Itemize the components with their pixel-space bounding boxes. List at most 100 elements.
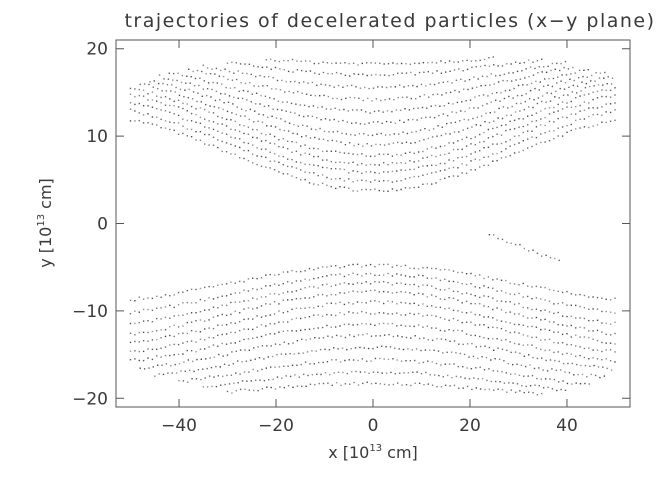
trajectory-point [448, 142, 450, 144]
trajectory-point [212, 337, 215, 339]
trajectory-point [509, 128, 511, 131]
trajectory-point [253, 389, 255, 392]
trajectory-point [173, 113, 175, 115]
trajectory-point [238, 90, 240, 93]
trajectory-point [425, 85, 427, 87]
trajectory-point [370, 335, 373, 337]
trajectory-point [531, 308, 533, 311]
trajectory-point [245, 110, 247, 112]
trajectory-point [387, 313, 389, 315]
trajectory-point [266, 85, 268, 87]
trajectory-point [583, 294, 586, 297]
trajectory-point [526, 84, 528, 86]
x-axis: −40 −20 0 20 40 [161, 40, 578, 436]
trajectory-point [527, 115, 529, 117]
trajectory-point [231, 351, 233, 353]
trajectory-point [208, 327, 210, 329]
trajectory-point [327, 382, 329, 384]
trajectory-point [295, 317, 298, 319]
trajectory-point [263, 380, 266, 382]
trajectory-point [207, 82, 210, 84]
trajectory-point [261, 368, 263, 371]
trajectory-point [352, 170, 354, 172]
trajectory-point [261, 66, 264, 69]
trajectory-point [343, 108, 345, 111]
trajectory-point [244, 63, 246, 65]
trajectory-point [369, 189, 372, 191]
trajectory-point [457, 61, 459, 63]
trajectory-point [555, 369, 557, 371]
trajectory-point [575, 294, 577, 296]
trajectory-point [433, 83, 436, 86]
trajectory-point [218, 75, 220, 77]
trajectory-point [182, 107, 184, 110]
trajectory-point [537, 72, 539, 74]
trajectory-point [272, 77, 274, 79]
trajectory-point [330, 185, 332, 188]
trajectory-point [447, 115, 449, 117]
trajectory-point [230, 374, 233, 376]
trajectory-point [349, 142, 351, 144]
trajectory-point [334, 107, 336, 109]
trajectory-point [247, 133, 250, 135]
trajectory-point [273, 153, 276, 155]
trajectory-point [164, 120, 167, 122]
trajectory-point [426, 305, 428, 307]
trajectory-point [276, 354, 278, 356]
trajectory-point [394, 373, 396, 375]
trajectory-point [417, 285, 420, 288]
trajectory-point [467, 119, 470, 121]
trajectory-point [548, 300, 551, 302]
trajectory-point [169, 98, 171, 100]
trajectory-point [215, 385, 218, 388]
trajectory-point [592, 349, 594, 351]
trajectory-point [474, 158, 476, 160]
trajectory-point [481, 104, 484, 107]
trajectory-point [269, 142, 271, 144]
trajectory-point [570, 73, 572, 75]
trajectory-point [171, 372, 173, 374]
trajectory-point [404, 314, 407, 316]
trajectory-point [317, 294, 319, 296]
x-axis-title-exponent: 13 [369, 443, 382, 454]
trajectory-point [156, 295, 158, 297]
trajectory-point [282, 330, 284, 332]
trajectory-point [271, 355, 274, 358]
trajectory-point [453, 363, 455, 365]
trajectory-point [509, 293, 511, 295]
trajectory-point [326, 150, 328, 152]
trajectory-point [356, 301, 359, 303]
trajectory-point [380, 132, 382, 135]
trajectory-point [291, 308, 293, 311]
trajectory-point [253, 65, 255, 67]
trajectory-point [319, 348, 322, 351]
trajectory-point [401, 142, 403, 144]
trajectory-point [543, 85, 545, 88]
trajectory-point [230, 136, 232, 138]
trajectory-point [295, 307, 298, 309]
trajectory-point [431, 146, 433, 148]
trajectory-point [252, 297, 254, 299]
trajectory-point [479, 133, 481, 136]
trajectory-point [395, 109, 397, 111]
trajectory-point [361, 162, 363, 165]
trajectory-point [208, 336, 210, 339]
trajectory-point [278, 60, 281, 63]
trajectory-point [573, 374, 575, 376]
trajectory-point [463, 88, 465, 90]
trajectory-point [449, 340, 451, 342]
trajectory-point [544, 78, 546, 80]
trajectory-point [243, 149, 245, 152]
trajectory-point [194, 77, 197, 80]
trajectory-point [500, 290, 503, 292]
trajectory-point [300, 307, 302, 310]
trajectory-point [199, 331, 202, 333]
trajectory-point [400, 274, 402, 276]
trajectory-point [156, 317, 158, 320]
trajectory-point [431, 72, 434, 74]
trajectory-point [528, 106, 530, 108]
trajectory-point [488, 57, 490, 59]
trajectory-point [417, 304, 420, 306]
trajectory-point [606, 367, 608, 370]
trajectory-point [502, 106, 505, 108]
